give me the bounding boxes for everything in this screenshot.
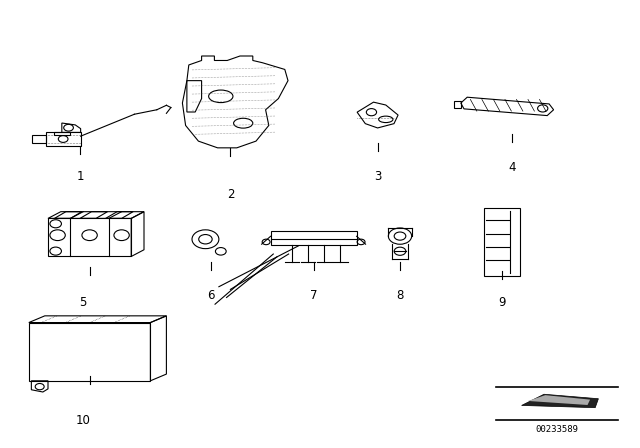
Text: 9: 9 <box>499 296 506 309</box>
Text: 00233589: 00233589 <box>535 425 579 434</box>
Text: 10: 10 <box>76 414 91 427</box>
Text: 1: 1 <box>76 170 84 183</box>
Polygon shape <box>528 395 590 405</box>
Text: 6: 6 <box>207 289 215 302</box>
Text: 2: 2 <box>227 188 234 201</box>
Text: 5: 5 <box>79 296 87 309</box>
Text: 8: 8 <box>396 289 404 302</box>
Text: 4: 4 <box>508 161 516 174</box>
Polygon shape <box>522 394 598 408</box>
Text: 7: 7 <box>310 289 317 302</box>
Text: 3: 3 <box>374 170 381 183</box>
